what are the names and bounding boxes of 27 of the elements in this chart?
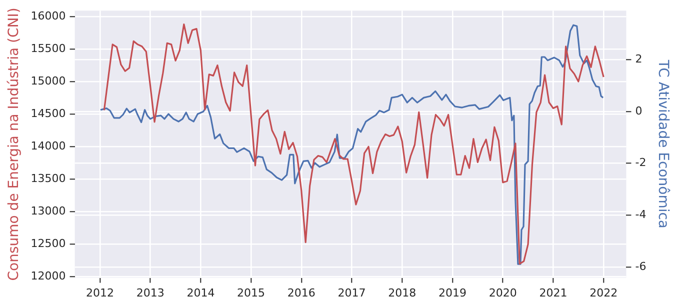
y-tick-label: 14500 bbox=[30, 106, 66, 120]
y-tick-label: 13000 bbox=[30, 204, 66, 218]
y-axis-title: Consumo de Energia na Indústria (CNI) bbox=[6, 8, 22, 281]
y-tick-label: 15500 bbox=[30, 42, 66, 55]
y2-tick-label: -4 bbox=[635, 208, 646, 221]
y2-tick-label: -6 bbox=[635, 260, 646, 273]
x-tick-label: 2020 bbox=[488, 286, 517, 300]
y2-tick-label: 2 bbox=[635, 52, 642, 66]
x-tick-label: 2014 bbox=[186, 286, 215, 300]
x-tick-label: 2016 bbox=[287, 286, 316, 300]
x-tick-label: 2012 bbox=[86, 286, 114, 300]
x-tick-label: 2021 bbox=[539, 286, 568, 300]
y-tick-label: 13500 bbox=[30, 172, 66, 186]
y-tick-label: 16000 bbox=[30, 9, 66, 22]
x-tick-label: 2015 bbox=[237, 286, 266, 300]
x-tick-label: 2019 bbox=[438, 286, 466, 300]
x-tick-label: 2022 bbox=[590, 286, 618, 300]
y-tick-label: 12500 bbox=[30, 237, 66, 250]
x-tick-label: 2013 bbox=[136, 286, 164, 300]
y2-tick-label: -2 bbox=[635, 156, 646, 170]
x-tick-label: 2017 bbox=[338, 286, 366, 300]
y-tick-label: 15000 bbox=[30, 74, 66, 88]
x-tick-label: 2018 bbox=[388, 286, 416, 300]
y2-tick-label: 0 bbox=[635, 104, 642, 118]
y2-axis-title: TC Atividade Econômica bbox=[654, 58, 671, 229]
y-tick-label: 14000 bbox=[30, 140, 66, 152]
y-tick-label: 12000 bbox=[30, 270, 66, 283]
